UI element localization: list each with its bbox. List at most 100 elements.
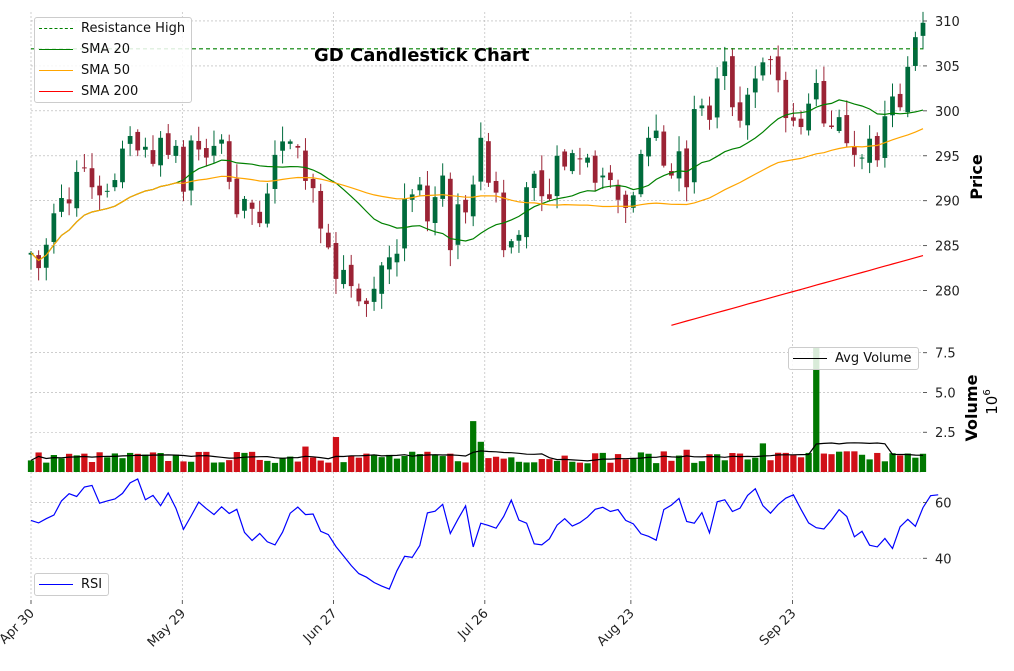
volume-bar — [775, 452, 782, 472]
volume-bar — [210, 462, 218, 472]
candle-body — [303, 150, 308, 181]
candle-body — [318, 190, 324, 229]
volume-bar — [43, 462, 50, 472]
price-tick-label: 295 — [935, 150, 960, 165]
volume-bar — [858, 454, 866, 472]
candle-body — [188, 140, 194, 191]
legend-item-resistance-high: Resistance High — [35, 18, 191, 39]
candle-body — [219, 139, 224, 144]
volume-bar — [88, 462, 96, 472]
volume-bar — [485, 458, 492, 472]
volume-bar — [462, 462, 469, 472]
candle-body — [242, 198, 247, 211]
volume-bar — [81, 453, 88, 472]
volume-bar — [134, 453, 141, 472]
candle-body — [653, 130, 659, 139]
volume-bar — [706, 454, 713, 472]
candle-body — [531, 173, 537, 188]
volume-bar — [332, 437, 340, 472]
candle-body — [829, 125, 834, 128]
candle-body — [867, 138, 872, 163]
sma-50-line — [30, 128, 924, 262]
candle-body — [112, 180, 118, 188]
volume-tick-label: 2.5 — [935, 426, 956, 441]
candle-body — [234, 178, 240, 215]
candle-body — [920, 22, 926, 36]
rsi-line — [30, 478, 939, 590]
candle-body — [913, 37, 918, 66]
volume-bar — [668, 460, 675, 472]
candle-body — [836, 117, 842, 131]
volume-bar — [744, 459, 751, 472]
candle-body — [539, 170, 545, 197]
volume-bar — [508, 457, 515, 472]
candle-body — [874, 135, 880, 161]
volume-bar — [424, 451, 431, 472]
candle-body — [165, 133, 171, 155]
volume-bar — [378, 457, 385, 472]
legend-swatch-rsi — [39, 584, 73, 585]
x-tick-label: Jun 27 — [300, 606, 340, 646]
volume-bar — [218, 462, 225, 472]
volume-bar — [836, 451, 843, 472]
legend-item-avg-volume: Avg Volume — [789, 348, 918, 369]
candle-body — [379, 265, 385, 294]
volume-bar — [828, 454, 835, 472]
volume-bar — [691, 462, 698, 472]
volume-bar — [439, 456, 446, 472]
volume-bar — [401, 455, 408, 472]
volume-bar — [729, 453, 736, 472]
volume-bar — [142, 454, 149, 472]
candle-body — [386, 257, 392, 270]
candle-body — [897, 93, 903, 108]
legend-swatch-resistance — [39, 28, 73, 29]
candle-body — [524, 187, 529, 238]
legend-item-rsi: RSI — [35, 574, 108, 595]
volume-bar — [309, 457, 317, 472]
price-tick-label: 285 — [935, 240, 960, 255]
legend-label: SMA 20 — [81, 42, 131, 57]
volume-bar — [325, 462, 332, 472]
volume-bar — [27, 460, 35, 472]
volume-bar — [416, 454, 423, 472]
x-tick-label: Aug 23 — [595, 606, 638, 649]
legend-label: Resistance High — [81, 21, 186, 36]
volume-bar — [805, 452, 812, 472]
candle-body — [882, 116, 888, 158]
volume-bar — [767, 460, 774, 472]
candle-body — [691, 109, 697, 183]
rsi-legend: RSI — [34, 573, 110, 596]
volume-bar — [653, 463, 660, 472]
volume-bar — [874, 452, 881, 472]
volume-bar — [614, 454, 622, 472]
candle-body — [203, 148, 209, 158]
volume-bar — [355, 457, 362, 472]
volume-bar — [721, 460, 728, 472]
price-tick-label: 310 — [935, 15, 960, 30]
candle-body — [852, 146, 857, 155]
candle-body — [394, 253, 400, 263]
candle-body — [295, 145, 301, 148]
candle-body — [547, 194, 552, 199]
candle-body — [600, 175, 606, 178]
candle-body — [730, 56, 735, 108]
candle-body — [272, 154, 278, 189]
volume-bar — [897, 455, 904, 472]
volume-bar — [546, 459, 553, 472]
candle-body — [51, 213, 57, 242]
volume-exponent-label: 106 — [982, 389, 1001, 414]
volume-bar — [35, 452, 42, 472]
volume-bar — [736, 453, 744, 472]
volume-bar — [622, 459, 629, 472]
candle-body — [722, 61, 728, 77]
volume-bar — [660, 451, 667, 472]
volume-bar — [447, 453, 454, 472]
candle-body — [592, 155, 598, 183]
volume-bar — [287, 456, 294, 472]
volume-bar — [797, 457, 805, 472]
candle-body — [844, 115, 850, 144]
price-tick-label: 305 — [935, 60, 960, 75]
avg-volume-line — [30, 442, 924, 462]
volume-bar — [180, 461, 187, 472]
